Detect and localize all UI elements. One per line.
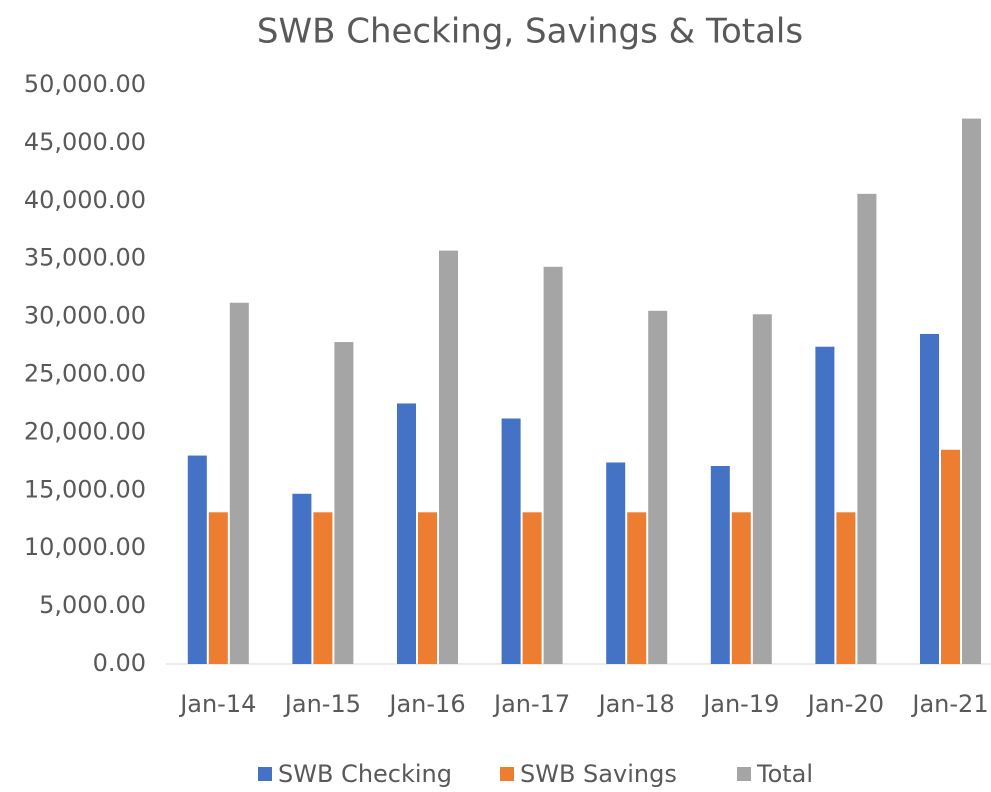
bar xyxy=(710,465,730,664)
chart-title: SWB Checking, Savings & Totals xyxy=(257,12,803,52)
bar xyxy=(522,512,542,664)
bar xyxy=(313,512,333,664)
y-tick-label: 35,000.00 xyxy=(24,244,146,272)
bar xyxy=(543,266,563,664)
bar xyxy=(920,333,939,664)
bar xyxy=(187,455,207,664)
y-tick-label: 0.00 xyxy=(93,649,146,677)
bar xyxy=(439,250,458,664)
y-tick-label: 15,000.00 xyxy=(24,475,146,503)
y-tick-label: 30,000.00 xyxy=(24,302,146,330)
y-tick-label: 50,000.00 xyxy=(24,70,146,98)
legend-label: SWB Checking xyxy=(278,760,452,788)
y-tick-label: 20,000.00 xyxy=(24,417,146,445)
x-tick-label: Jan-14 xyxy=(178,690,256,718)
bar xyxy=(752,314,772,664)
y-tick-label: 5,000.00 xyxy=(39,591,146,619)
x-tick-label: Jan-15 xyxy=(283,690,361,718)
legend-label: SWB Savings xyxy=(520,760,677,788)
bar xyxy=(606,462,626,664)
bar xyxy=(815,346,835,664)
legend-swatch xyxy=(258,767,272,781)
x-tick-label: Jan-17 xyxy=(492,690,570,718)
bar xyxy=(941,449,960,664)
legend-swatch xyxy=(737,767,751,781)
bar xyxy=(648,310,668,664)
legend-label: Total xyxy=(756,760,813,788)
y-tick-label: 40,000.00 xyxy=(24,186,146,214)
bar xyxy=(836,512,856,664)
bar xyxy=(501,418,521,664)
bar xyxy=(334,342,354,664)
y-tick-label: 45,000.00 xyxy=(24,128,146,156)
bar xyxy=(731,512,751,664)
bar xyxy=(418,512,437,664)
x-tick-label: Jan-19 xyxy=(701,690,779,718)
bar xyxy=(292,493,312,664)
bar xyxy=(208,512,228,664)
bar xyxy=(627,512,647,664)
bar xyxy=(229,302,249,664)
x-tick-label: Jan-20 xyxy=(806,690,884,718)
bar xyxy=(397,403,416,664)
y-tick-label: 10,000.00 xyxy=(24,533,146,561)
y-tick-label: 25,000.00 xyxy=(24,360,146,388)
x-tick-label: Jan-18 xyxy=(597,690,675,718)
bar xyxy=(857,193,877,665)
bar xyxy=(962,118,981,664)
x-tick-label: Jan-21 xyxy=(910,690,988,718)
legend-swatch xyxy=(500,767,514,781)
x-tick-label: Jan-16 xyxy=(387,690,465,718)
